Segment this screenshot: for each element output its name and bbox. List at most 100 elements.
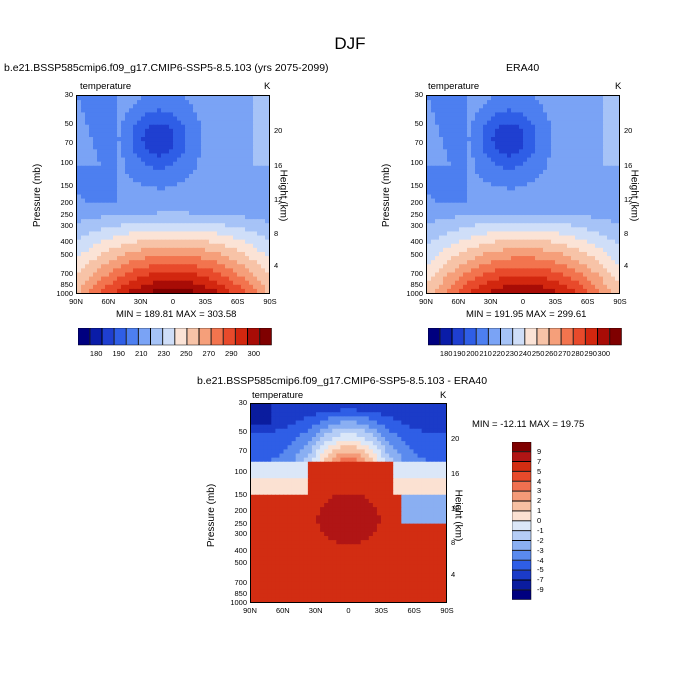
heatmap-cell <box>503 120 508 126</box>
heatmap-cell <box>483 165 488 171</box>
heatmap-cell <box>495 231 500 237</box>
heatmap-cell <box>579 157 584 163</box>
heatmap-cell <box>615 219 619 224</box>
heatmap-cell <box>523 132 528 138</box>
heatmap-cell <box>615 137 619 142</box>
heatmap-cell <box>507 215 512 220</box>
heatmap-cell <box>551 215 556 220</box>
heatmap-cell <box>443 198 448 204</box>
heatmap-cell <box>173 100 178 105</box>
heatmap-cell <box>89 243 94 249</box>
heatmap-cell <box>435 198 440 204</box>
colorbar-swatch <box>114 328 127 346</box>
colorbar-swatch <box>476 328 489 346</box>
heatmap-cell <box>263 420 268 426</box>
heatmap-cell <box>213 149 218 155</box>
heatmap-cell <box>431 108 436 114</box>
heatmap-cell <box>499 108 504 114</box>
heatmap-cell <box>145 141 150 146</box>
heatmap-cell <box>189 223 194 228</box>
heatmap-cell <box>447 108 452 114</box>
heatmap-cell <box>101 141 106 146</box>
heatmap-cell <box>523 141 528 146</box>
heatmap-cell <box>535 128 540 134</box>
heatmap-cell <box>165 153 170 159</box>
heatmap-cell <box>595 268 600 274</box>
heatmap-cell <box>253 251 258 257</box>
heatmap-cell <box>97 227 102 233</box>
heatmap-cell <box>479 116 484 122</box>
heatmap-cell <box>181 202 186 208</box>
heatmap-cell <box>245 276 250 282</box>
heatmap-cell <box>299 420 305 426</box>
heatmap-cell <box>443 256 448 261</box>
heatmap-cell <box>137 153 142 159</box>
heatmap-cell <box>165 128 170 134</box>
heatmap-cell <box>603 280 608 286</box>
heatmap-cell <box>109 206 114 212</box>
heatmap-cell <box>483 108 488 114</box>
heatmap-cell <box>543 194 548 200</box>
heatmap-cell <box>109 202 114 208</box>
heatmap-cell <box>241 161 246 167</box>
p2-rtick: 16 <box>624 160 633 170</box>
heatmap-cell <box>121 165 126 171</box>
heatmap-cell <box>471 243 476 249</box>
heatmap-cell <box>479 132 484 138</box>
heatmap-cell <box>229 100 234 105</box>
heatmap-cell <box>459 219 464 224</box>
heatmap-cell <box>475 165 480 171</box>
heatmap-cell <box>352 416 358 422</box>
heatmap-cell <box>595 280 600 286</box>
heatmap-cell <box>447 272 452 278</box>
heatmap-cell <box>209 120 214 126</box>
heatmap-cell <box>515 256 520 261</box>
heatmap-cell <box>141 219 146 224</box>
heatmap-cell <box>591 272 596 278</box>
heatmap-cell <box>173 243 178 249</box>
heatmap-cell <box>455 227 460 233</box>
heatmap-cell <box>209 161 214 167</box>
heatmap-cell <box>527 227 532 233</box>
p1-ytick: 700 <box>60 268 73 278</box>
heatmap-cell <box>89 268 94 274</box>
heatmap-cell <box>459 96 464 101</box>
heatmap-cell <box>543 100 548 105</box>
heatmap-cell <box>193 280 198 286</box>
heatmap-cell <box>515 186 520 191</box>
heatmap-cell <box>451 128 456 134</box>
heatmap-cell <box>241 206 246 212</box>
heatmap-cell <box>253 169 258 175</box>
heatmap-cell <box>491 178 496 183</box>
heatmap-cell <box>615 141 619 146</box>
heatmap-cell <box>121 178 126 183</box>
heatmap-cell <box>125 194 130 200</box>
heatmap-cell <box>213 116 218 122</box>
heatmap-cell <box>225 108 230 114</box>
heatmap-cell <box>583 190 588 196</box>
heatmap-cell <box>261 186 266 191</box>
heatmap-cell <box>101 186 106 191</box>
heatmap-cell <box>97 137 102 142</box>
heatmap-cell <box>447 235 452 241</box>
heatmap-cell <box>467 239 472 245</box>
heatmap-cell <box>405 420 411 426</box>
heatmap-cell <box>221 169 226 175</box>
heatmap-cell <box>467 178 472 183</box>
heatmap-cell <box>221 161 226 167</box>
heatmap-cell <box>563 149 568 155</box>
heatmap-cell <box>169 173 174 179</box>
heatmap-cell <box>233 165 238 171</box>
heatmap-cell <box>543 169 548 175</box>
heatmap-cell <box>229 112 234 118</box>
heatmap-cell <box>185 96 190 101</box>
heatmap-cell <box>523 137 528 142</box>
heatmap-cell <box>607 149 612 155</box>
heatmap-cell <box>575 190 580 196</box>
heatmap-cell <box>201 215 206 220</box>
heatmap-cell <box>495 137 500 142</box>
heatmap-cell <box>595 284 600 290</box>
heatmap-cell <box>261 108 266 114</box>
heatmap-cell <box>507 145 512 150</box>
heatmap-cell <box>149 198 154 204</box>
